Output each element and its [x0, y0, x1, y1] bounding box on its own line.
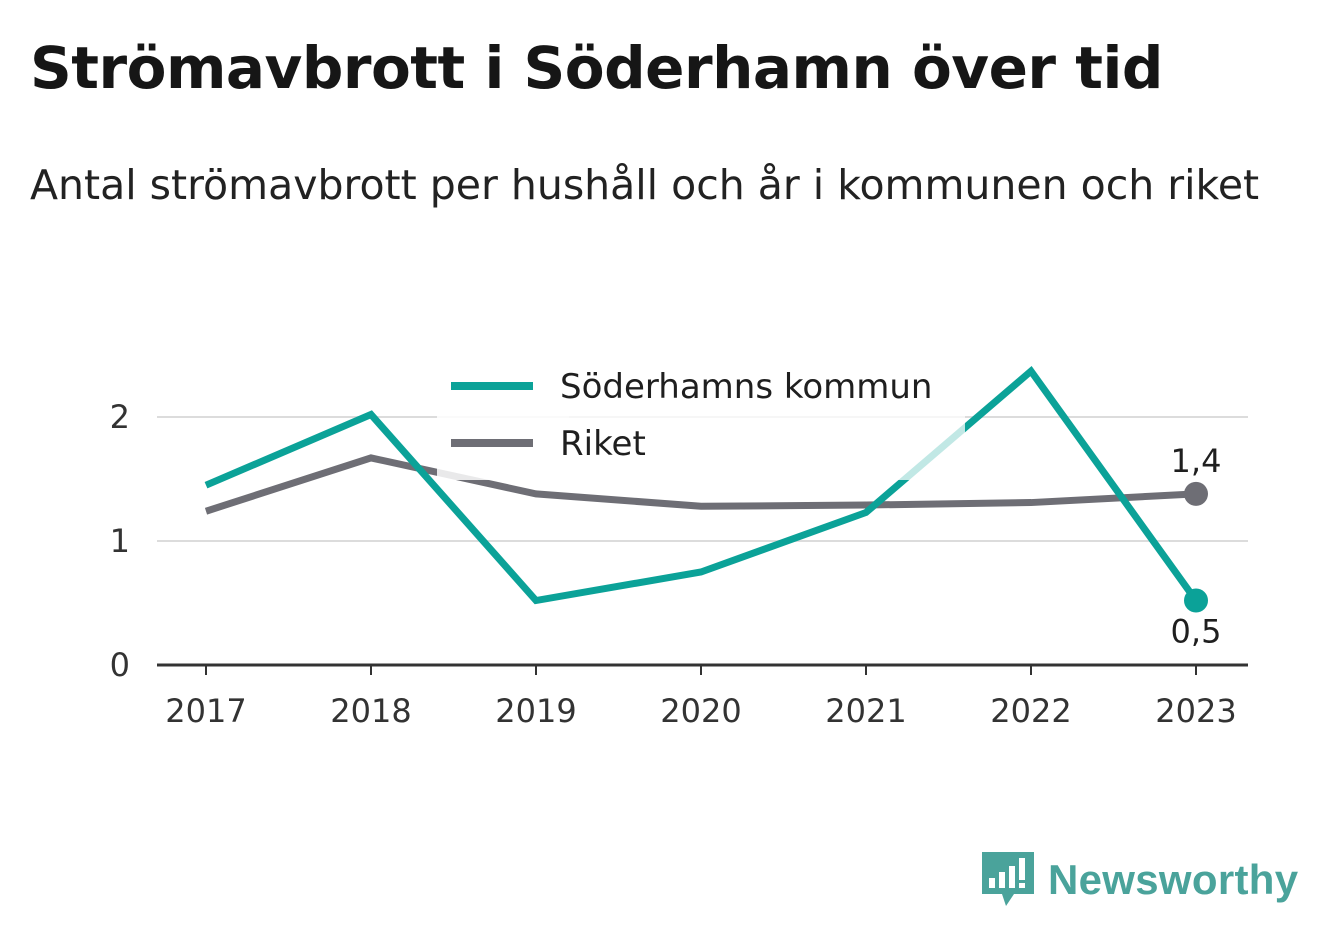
bar-chart-speech-bubble-icon	[982, 852, 1034, 906]
legend-label-riket: Riket	[560, 424, 646, 464]
legend: Söderhamns kommun Riket	[437, 352, 965, 480]
end-value-label: 0,5	[1171, 613, 1222, 651]
y-tick-label: 2	[110, 398, 130, 436]
chart-title: Strömavbrott i Söderhamn över tid	[30, 34, 1163, 102]
legend-background	[437, 416, 569, 480]
x-tick-label: 2020	[660, 692, 741, 730]
end-labels: 0,5 1,4	[1171, 442, 1222, 651]
x-tick-label: 2023	[1155, 692, 1236, 730]
end-point-söderhamns-kommun	[1184, 588, 1208, 613]
x-tick-label: 2019	[495, 692, 576, 730]
x-tick-label: 2018	[330, 692, 411, 730]
x-tick-label: 2021	[825, 692, 906, 730]
brand-name: Newsworthy	[1048, 856, 1299, 903]
end-value-label: 1,4	[1171, 442, 1222, 480]
legend-background	[569, 416, 965, 480]
axes: 0 1 2 2017 2018 2019 2020 2021 2022 2023	[110, 398, 1248, 730]
y-tick-label: 0	[110, 646, 130, 684]
series-lines	[204, 365, 1208, 613]
series-line-riket	[204, 454, 1197, 515]
brand-logo: Newsworthy	[980, 850, 1298, 910]
series-line-söderhamns-kommun	[204, 365, 1199, 605]
chart-subtitle: Antal strömavbrott per hushåll och år i …	[30, 161, 1260, 209]
end-point-riket	[1184, 481, 1208, 506]
x-tick-label: 2022	[990, 692, 1071, 730]
legend-label-söderhamns-kommun: Söderhamns kommun	[560, 367, 932, 407]
x-tick-label: 2017	[165, 692, 246, 730]
y-tick-label: 1	[110, 522, 130, 560]
